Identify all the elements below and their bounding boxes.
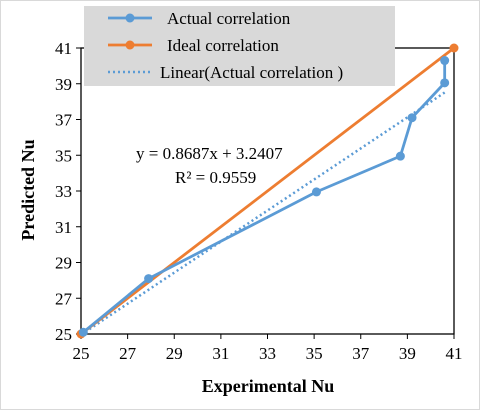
legend-label: Linear(Actual correlation ): [160, 63, 343, 82]
legend-swatch-marker: [125, 40, 135, 50]
trendline-r-squared: R² = 0.9559: [175, 168, 256, 187]
x-tick-label: 41: [446, 344, 463, 363]
y-tick-label: 33: [55, 182, 72, 201]
legend-label: Ideal correlation: [167, 36, 279, 55]
y-tick-label: 35: [55, 146, 72, 165]
data-point-actual: [78, 327, 88, 337]
y-tick-label: 31: [55, 218, 72, 237]
legend-swatch-marker: [125, 13, 135, 23]
data-point-ideal: [449, 43, 459, 53]
data-point-actual: [440, 78, 450, 88]
x-tick-label: 25: [73, 344, 90, 363]
series-line-ideal: [80, 46, 455, 336]
x-tick-label: 29: [166, 344, 183, 363]
axes: 25 27 29 31 33 35 37 39 41 25 27 29 31 33 35 37 39 41: [55, 39, 463, 363]
legend-label: Actual correlation: [167, 9, 291, 28]
x-axis-title: Experimental Nu: [202, 376, 335, 396]
y-tick-label: 29: [55, 254, 72, 273]
x-tick-label: 27: [119, 344, 137, 363]
data-point-actual: [311, 187, 321, 197]
data-point-actual: [440, 56, 450, 66]
x-tick-label: 37: [352, 344, 370, 363]
series-line-linear-trend: [80, 91, 446, 336]
data-point-actual: [407, 113, 417, 123]
x-tick-label: 33: [259, 344, 276, 363]
x-tick-label: 35: [306, 344, 323, 363]
trendline-equation: y = 0.8687x + 3.2407: [136, 144, 283, 163]
x-tick-label: 39: [399, 344, 416, 363]
y-tick-label: 39: [55, 75, 72, 94]
data-point-actual: [144, 274, 154, 284]
data-point-actual: [395, 151, 405, 161]
y-tick-label: 27: [55, 289, 73, 308]
y-tick-label: 25: [55, 325, 72, 344]
x-tick-label: 31: [212, 344, 229, 363]
y-tick-label: 37: [55, 111, 73, 130]
y-axis-title: Predicted Nu: [18, 139, 38, 240]
y-tick-label: 41: [55, 39, 72, 58]
series-group: [76, 43, 459, 339]
legend: Actual correlation Ideal correlation Linea…: [84, 6, 395, 86]
